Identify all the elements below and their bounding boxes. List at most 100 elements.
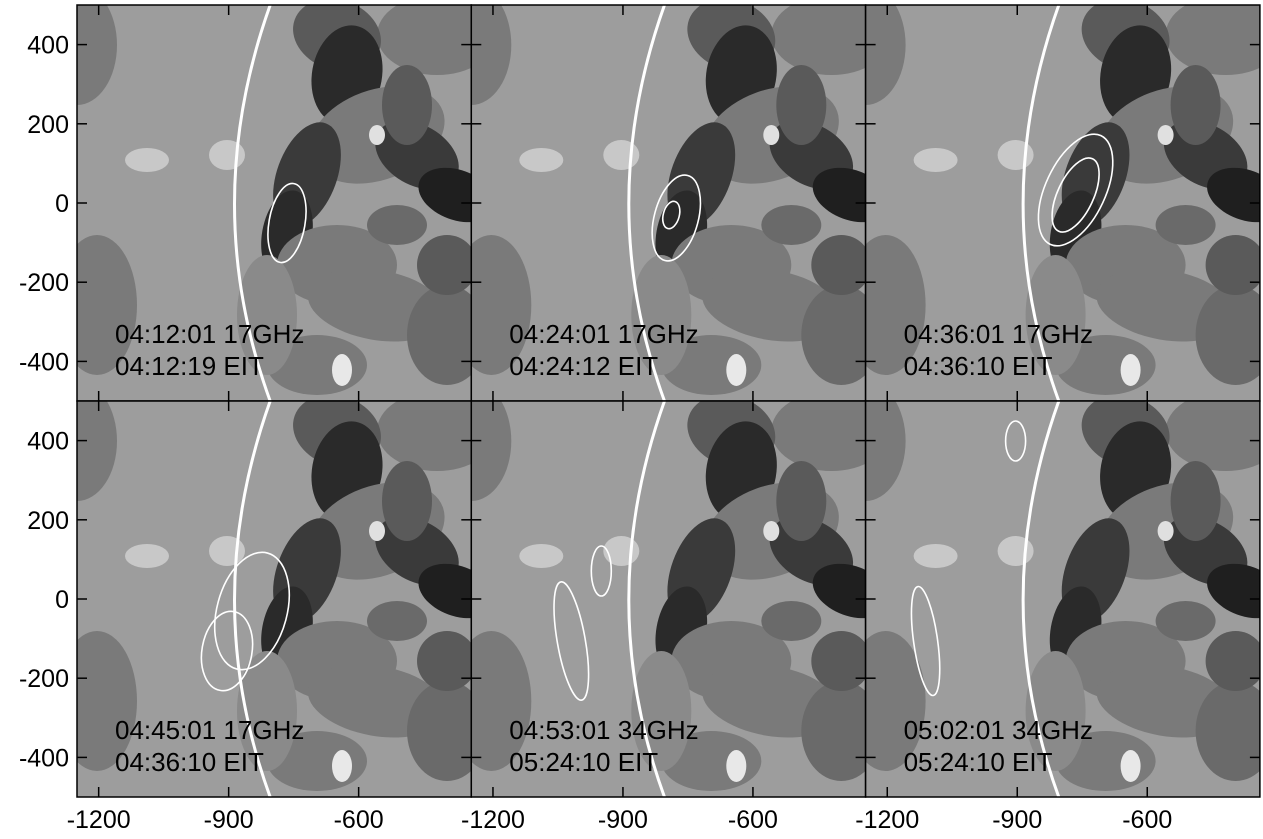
texture xyxy=(1207,167,1260,223)
radio-contour xyxy=(1051,157,1100,233)
panel-image xyxy=(77,401,472,797)
texture xyxy=(418,563,472,619)
panel-image xyxy=(471,5,866,401)
texture xyxy=(125,544,169,568)
x-tick-label: -900 xyxy=(992,806,1042,834)
texture xyxy=(1157,521,1174,541)
y-tick-label: -400 xyxy=(19,348,69,376)
texture xyxy=(1195,285,1260,385)
texture xyxy=(1170,461,1221,541)
texture xyxy=(1170,65,1221,145)
radio-time-label: 04:24:01 17GHz xyxy=(509,319,698,349)
texture xyxy=(865,631,926,771)
texture xyxy=(812,563,866,619)
radio-contour xyxy=(910,585,941,697)
radio-time-label: 04:36:01 17GHz xyxy=(904,319,1093,349)
texture xyxy=(1155,205,1216,245)
texture xyxy=(367,205,427,245)
solar-limb xyxy=(627,401,667,797)
radio-contour xyxy=(213,551,291,671)
eit-time-label: 04:36:10 EIT xyxy=(904,351,1053,381)
texture xyxy=(763,521,780,541)
solar-limb xyxy=(233,401,272,797)
texture xyxy=(761,601,822,641)
texture xyxy=(763,125,780,145)
texture xyxy=(377,401,472,471)
radio-contour xyxy=(590,545,613,597)
texture xyxy=(407,681,472,781)
texture xyxy=(125,148,169,172)
texture xyxy=(997,140,1034,170)
y-tick-label: 200 xyxy=(27,507,69,535)
texture xyxy=(811,235,866,295)
eit-time-label: 04:24:12 EIT xyxy=(509,351,658,381)
y-tick-label: -200 xyxy=(19,269,69,297)
texture xyxy=(1165,401,1260,471)
texture xyxy=(1205,631,1260,691)
texture xyxy=(382,461,432,541)
radio-contour xyxy=(661,200,681,230)
texture xyxy=(1157,125,1174,145)
texture xyxy=(209,536,245,566)
texture xyxy=(377,5,472,75)
y-tick-label: 400 xyxy=(27,428,69,456)
radio-contour xyxy=(651,174,702,262)
texture xyxy=(382,65,432,145)
texture xyxy=(1120,750,1141,782)
texture xyxy=(801,285,866,385)
texture xyxy=(603,140,640,170)
eit-time-label: 04:12:19 EIT xyxy=(115,351,264,381)
x-tick-label: -900 xyxy=(598,806,648,834)
radio-time-label: 04:53:01 34GHz xyxy=(509,715,698,745)
texture xyxy=(776,461,827,541)
texture xyxy=(332,354,352,386)
y-tick-label: -400 xyxy=(19,744,69,772)
panel-image xyxy=(865,401,1260,797)
texture xyxy=(913,544,958,568)
x-tick-label: -1200 xyxy=(67,806,131,834)
radio-time-label: 04:45:01 17GHz xyxy=(115,715,304,745)
panel-image xyxy=(865,5,1260,401)
x-tick-label: -600 xyxy=(334,806,384,834)
texture xyxy=(812,167,866,223)
y-tick-label: 0 xyxy=(55,586,69,614)
texture xyxy=(865,401,906,501)
texture xyxy=(417,235,472,295)
panel-image xyxy=(471,401,866,797)
texture xyxy=(811,631,866,691)
texture xyxy=(418,167,472,223)
solar-limb xyxy=(1021,5,1061,401)
texture xyxy=(77,235,137,375)
texture xyxy=(367,601,427,641)
texture xyxy=(1120,354,1141,386)
texture xyxy=(776,65,827,145)
eit-time-label: 05:24:10 EIT xyxy=(509,747,658,777)
radio-contour xyxy=(553,581,590,701)
texture xyxy=(519,148,564,172)
texture xyxy=(865,5,906,105)
radio-contour xyxy=(200,610,254,692)
texture xyxy=(519,544,564,568)
x-tick-label: -1200 xyxy=(461,806,525,834)
y-tick-label: 400 xyxy=(27,32,69,60)
radio-contour xyxy=(1004,420,1027,462)
x-tick-label: -1200 xyxy=(855,806,919,834)
texture xyxy=(771,5,866,75)
texture xyxy=(77,631,137,771)
texture xyxy=(603,536,640,566)
y-tick-label: 0 xyxy=(55,190,69,218)
texture xyxy=(471,235,532,375)
texture xyxy=(761,205,822,245)
texture xyxy=(865,235,926,375)
texture xyxy=(997,536,1034,566)
texture xyxy=(471,631,532,771)
texture xyxy=(77,5,117,105)
eit-time-label: 04:36:10 EIT xyxy=(115,747,264,777)
radio-time-label: 04:12:01 17GHz xyxy=(115,319,304,349)
